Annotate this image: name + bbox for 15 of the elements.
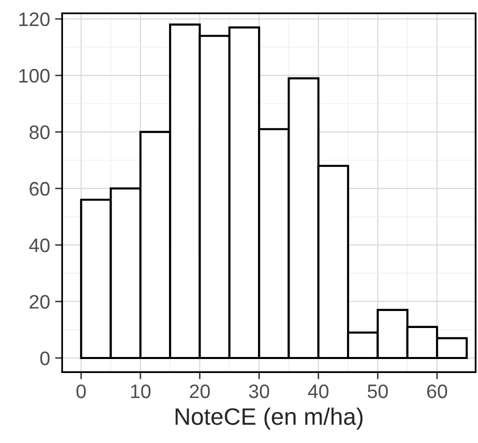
y-tick-label: 0 bbox=[40, 351, 50, 366]
x-tick-label: 0 bbox=[76, 384, 86, 398]
y-tick-label: 40 bbox=[29, 238, 50, 252]
y-tick-label: 100 bbox=[19, 68, 50, 83]
x-tick-label: 40 bbox=[308, 384, 328, 398]
x-tick-label: 20 bbox=[190, 384, 210, 398]
x-tick-label: 30 bbox=[249, 384, 270, 398]
y-tick-label: 120 bbox=[19, 12, 50, 26]
x-tick-label: 60 bbox=[427, 384, 448, 398]
x-axis-title: NoteCE (en m/ha) bbox=[176, 408, 363, 430]
x-tick-label: 10 bbox=[131, 384, 150, 398]
x-tick-label: 50 bbox=[368, 384, 388, 398]
y-tick-label: 20 bbox=[30, 294, 50, 309]
y-tick-label: 80 bbox=[30, 125, 50, 140]
y-tick-label: 60 bbox=[30, 182, 50, 196]
